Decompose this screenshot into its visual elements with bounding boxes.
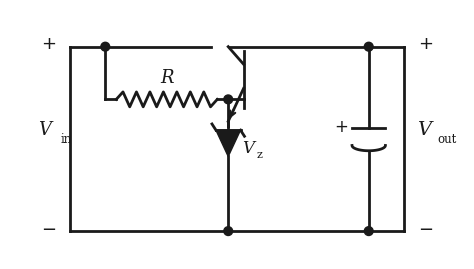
Circle shape (365, 42, 373, 51)
Text: V: V (38, 121, 51, 139)
Text: V: V (417, 121, 431, 139)
Text: in: in (61, 133, 72, 146)
Circle shape (224, 227, 233, 235)
Text: V: V (242, 140, 254, 157)
Polygon shape (216, 130, 240, 157)
Circle shape (101, 42, 109, 51)
Text: −: − (418, 221, 433, 239)
Text: +: + (418, 36, 433, 54)
Text: z: z (257, 150, 263, 160)
Text: −: − (42, 221, 56, 239)
Circle shape (224, 95, 233, 104)
Text: +: + (335, 118, 348, 136)
Text: +: + (42, 36, 56, 54)
Text: out: out (438, 133, 457, 146)
Circle shape (365, 227, 373, 235)
Text: R: R (160, 69, 173, 87)
